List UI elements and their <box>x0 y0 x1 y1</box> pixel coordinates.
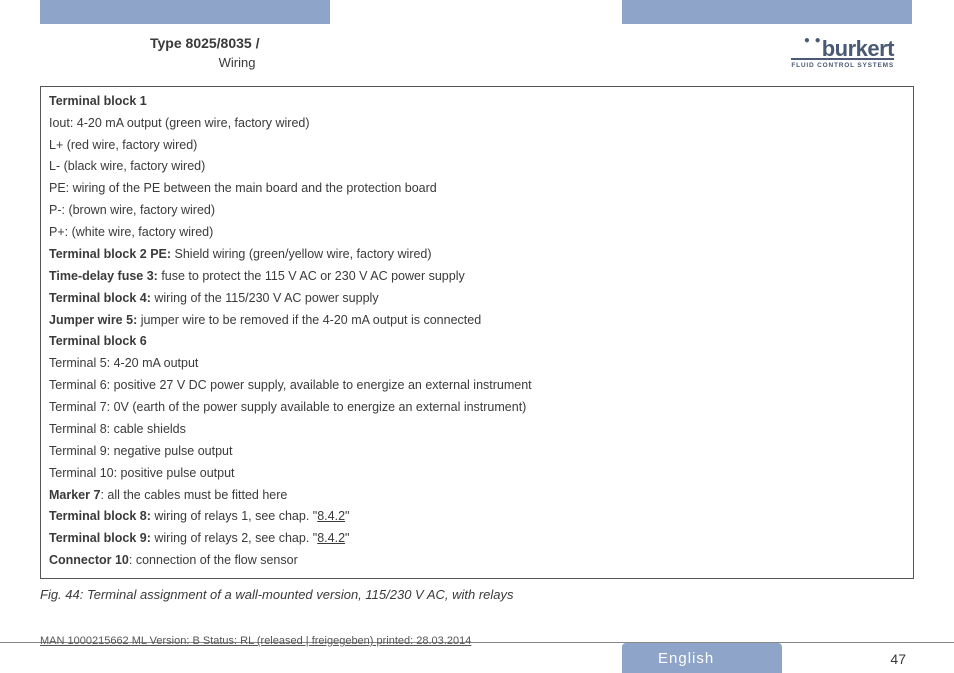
tb6-line: Terminal 5: 4-20 mA output <box>49 353 905 375</box>
footer-meta: MAN 1000215662 ML Version: B Status: RL … <box>40 635 471 647</box>
jw5-text: jumper wire to be removed if the 4-20 mA… <box>137 313 481 327</box>
tb6-line: Terminal 6: positive 27 V DC power suppl… <box>49 375 905 397</box>
tb4-text: wiring of the 115/230 V AC power supply <box>151 291 379 305</box>
top-tabs <box>0 0 954 24</box>
figure-caption: Fig. 44: Terminal assignment of a wall-m… <box>40 587 914 602</box>
tb8-ref-link[interactable]: 8.4.2 <box>317 509 345 523</box>
tb6-title: Terminal block 6 <box>49 334 147 348</box>
doc-type-line: Type 8025/8035 / <box>150 34 259 54</box>
language-tab: English <box>622 643 782 673</box>
brand-logo: ● ●burkert FLUID CONTROL SYSTEMS <box>791 36 894 69</box>
marker7-text: : all the cables must be fitted here <box>100 488 287 502</box>
tb9-ref-link[interactable]: 8.4.2 <box>317 531 345 545</box>
page-header: Type 8025/8035 / Wiring ● ●burkert FLUID… <box>0 24 954 86</box>
terminal-description-box: Terminal block 1 Iout: 4-20 mA output (g… <box>40 86 914 579</box>
tb2-text: Shield wiring (green/yellow wire, factor… <box>171 247 432 261</box>
jw5-label: Jumper wire 5: <box>49 313 137 327</box>
brand-logo-text: burkert <box>822 36 894 61</box>
logo-umlaut-dots: ● ● <box>804 36 822 44</box>
tb8-text-b: " <box>345 509 349 523</box>
tb9-text-b: " <box>345 531 349 545</box>
fuse3-label: Time-delay fuse 3: <box>49 269 158 283</box>
header-text-block: Type 8025/8035 / Wiring <box>150 34 259 72</box>
tb4-label: Terminal block 4: <box>49 291 151 305</box>
tb6-line: Terminal 8: cable shields <box>49 419 905 441</box>
tb2-label: Terminal block 2 PE: <box>49 247 171 261</box>
tb1-title: Terminal block 1 <box>49 94 147 108</box>
tb1-line: L+ (red wire, factory wired) <box>49 135 905 157</box>
connector10-text: : connection of the flow sensor <box>129 553 298 567</box>
marker7-label: Marker 7 <box>49 488 100 502</box>
tb1-line: P+: (white wire, factory wired) <box>49 222 905 244</box>
tb9-label: Terminal block 9: <box>49 531 151 545</box>
tb6-line: Terminal 7: 0V (earth of the power suppl… <box>49 397 905 419</box>
connector10-label: Connector 10 <box>49 553 129 567</box>
tb8-label: Terminal block 8: <box>49 509 151 523</box>
tb1-line: PE: wiring of the PE between the main bo… <box>49 178 905 200</box>
tb8-text-a: wiring of relays 1, see chap. " <box>151 509 317 523</box>
brand-logo-subtitle: FLUID CONTROL SYSTEMS <box>791 62 894 69</box>
tb9-text-a: wiring of relays 2, see chap. " <box>151 531 317 545</box>
tab-decoration-left <box>40 0 330 24</box>
page-number: 47 <box>890 651 906 667</box>
doc-section-line: Wiring <box>150 54 259 72</box>
fuse3-text: fuse to protect the 115 V AC or 230 V AC… <box>158 269 465 283</box>
tb1-line: L- (black wire, factory wired) <box>49 156 905 178</box>
tb6-line: Terminal 9: negative pulse output <box>49 441 905 463</box>
brand-logo-name: ● ●burkert <box>791 36 894 62</box>
tb1-line: P-: (brown wire, factory wired) <box>49 200 905 222</box>
tab-decoration-right <box>622 0 912 24</box>
tb1-line: Iout: 4-20 mA output (green wire, factor… <box>49 113 905 135</box>
language-label: English <box>658 650 714 667</box>
tb6-line: Terminal 10: positive pulse output <box>49 463 905 485</box>
